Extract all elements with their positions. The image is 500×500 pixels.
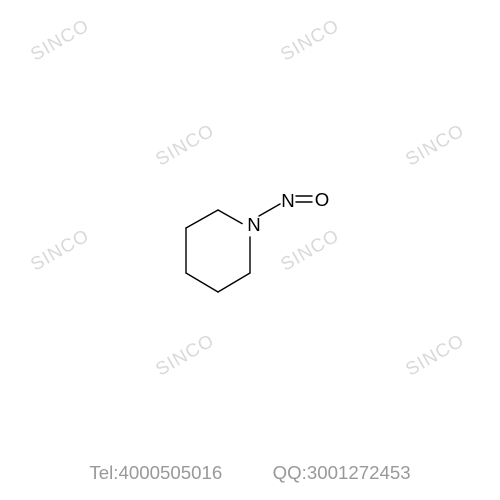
tel-value: 4000505016 [118, 462, 222, 484]
contact-footer: Tel:4000505016 QQ:3001272453 [0, 462, 500, 484]
atom-label-n1: N [247, 214, 260, 236]
molecule-structure [0, 0, 500, 500]
figure-canvas: SINCOSINCOSINCOSINCOSINCOSINCOSINCOSINCO… [0, 0, 500, 500]
tel-label: Tel: [89, 462, 118, 484]
qq-value: 3001272453 [307, 462, 411, 484]
atom-label-n2: N [281, 190, 294, 212]
qq-label: QQ: [273, 462, 307, 484]
atom-label-o: O [315, 189, 330, 211]
